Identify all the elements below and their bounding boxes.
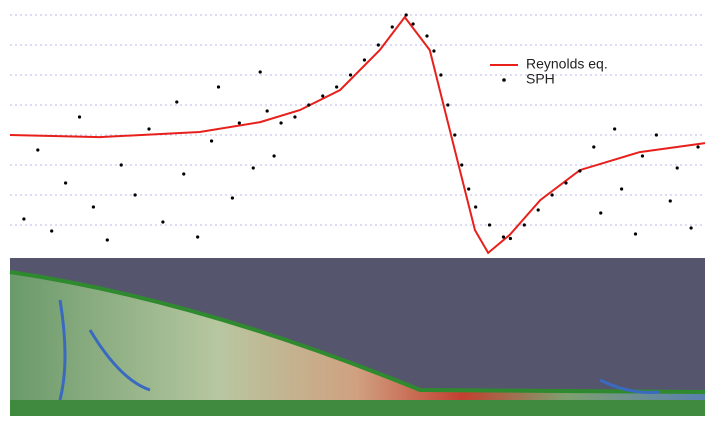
sph-point — [36, 148, 40, 152]
sph-point — [307, 103, 311, 107]
legend-marker — [502, 78, 506, 82]
sph-point — [689, 226, 693, 230]
sph-point — [376, 43, 380, 47]
sph-point — [668, 199, 672, 203]
sph-point — [536, 208, 540, 212]
sph-point — [175, 100, 179, 104]
legend-label: SPH — [526, 71, 555, 87]
sph-point — [592, 145, 596, 149]
sph-point — [362, 58, 367, 62]
sph-point — [411, 22, 415, 26]
sph-point — [216, 85, 221, 89]
sph-point — [446, 103, 450, 107]
sph-point — [599, 211, 603, 215]
sph-point — [439, 73, 443, 77]
sph-point — [487, 223, 492, 227]
sph-point — [182, 172, 186, 176]
sph-point — [22, 217, 26, 221]
sph-point — [522, 223, 526, 227]
sph-point — [209, 139, 214, 143]
sph-point — [279, 121, 283, 125]
reynolds-line — [9, 15, 706, 255]
sph-point — [258, 70, 262, 74]
sph-point — [237, 121, 241, 125]
sph-point — [265, 109, 269, 113]
sph-point — [335, 85, 339, 89]
sph-point — [467, 187, 471, 191]
sim-wall — [10, 400, 705, 416]
sph-point — [272, 154, 276, 158]
sim-vortex — [58, 299, 661, 401]
sph-point — [633, 232, 638, 236]
sph-point — [251, 166, 255, 170]
sph-point — [640, 154, 645, 158]
sph-point — [675, 166, 679, 170]
sph-point — [453, 133, 457, 137]
sph-point — [196, 235, 200, 239]
sph-point — [696, 145, 700, 149]
sph-point — [390, 25, 394, 29]
sph-point — [230, 196, 234, 200]
sph-point — [460, 163, 464, 167]
sim-fluid — [10, 272, 705, 416]
legend: Reynolds eq.SPH — [490, 56, 608, 87]
sph-point — [293, 115, 297, 119]
sph-point — [564, 181, 568, 185]
sph-point — [620, 187, 624, 191]
sph-point — [613, 127, 617, 131]
sph-point — [105, 238, 109, 242]
sph-point — [50, 229, 54, 233]
sph-point — [501, 235, 506, 239]
sim-surface — [9, 270, 706, 394]
sph-point — [91, 205, 95, 209]
sph-point — [77, 115, 82, 119]
sph-point — [321, 94, 325, 98]
sph-point — [550, 193, 554, 197]
sph-point — [348, 73, 353, 77]
sph-point — [578, 169, 582, 173]
legend-label: Reynolds eq. — [526, 56, 608, 72]
sph-point — [432, 49, 436, 53]
sph-point — [161, 220, 165, 224]
sph-point — [425, 34, 429, 38]
sph-point — [474, 205, 478, 209]
sph-point — [508, 236, 512, 241]
sph-point — [133, 193, 137, 197]
sph-point — [404, 13, 408, 17]
simulation-image — [9, 258, 706, 416]
sph-point — [147, 127, 151, 131]
sph-point — [654, 133, 658, 137]
sph-point — [119, 163, 123, 167]
sph-point — [64, 181, 68, 185]
